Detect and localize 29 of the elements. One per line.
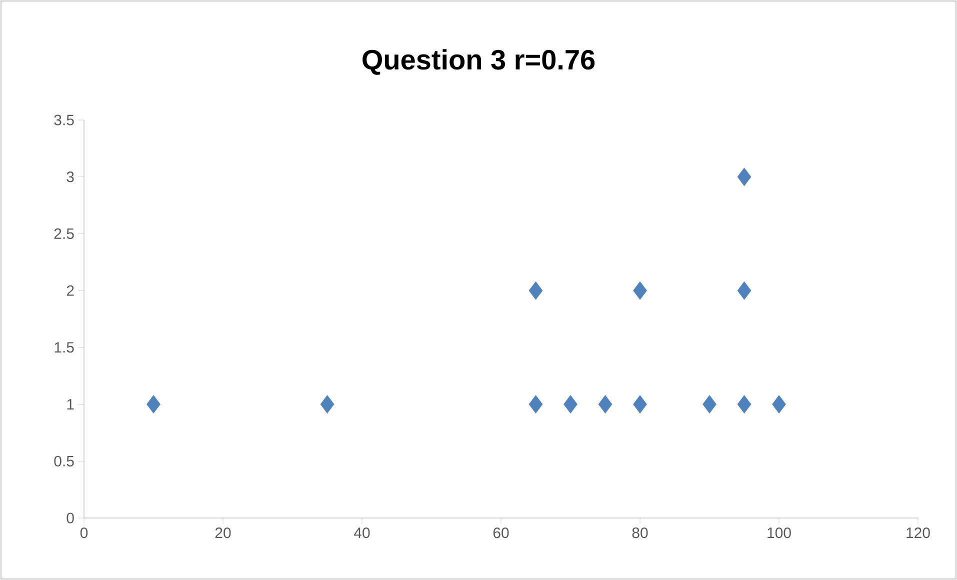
point [737, 395, 752, 414]
point [737, 281, 752, 300]
y-tick-label: 3 [66, 172, 74, 182]
y-tick-label: 2 [66, 285, 74, 296]
x-tick-label: 60 [493, 528, 509, 538]
point [702, 395, 716, 414]
y-tick-label: 2.5 [54, 228, 74, 240]
y-tick-label: 3.5 [54, 114, 74, 126]
point [528, 281, 543, 300]
point [772, 395, 786, 414]
y-tick-label: 1 [67, 399, 74, 410]
x-tick-label: 80 [632, 528, 648, 538]
point [528, 395, 543, 414]
point [146, 395, 160, 414]
point [737, 168, 752, 186]
chart-title: Question 3 r=0.76 [362, 49, 595, 75]
point [564, 395, 578, 414]
x-tick-label: 120 [906, 528, 930, 538]
x-tick-label: 100 [768, 528, 791, 538]
y-tick-label: 0.5 [54, 456, 74, 466]
point [320, 395, 334, 414]
x-tick-label: 0 [80, 528, 88, 538]
x-tick-label: 40 [354, 528, 370, 538]
x-tick-label: 20 [215, 528, 231, 538]
y-tick-label: 0 [66, 512, 74, 524]
point [598, 395, 612, 414]
point [633, 281, 647, 300]
point [633, 395, 647, 414]
y-tick-label: 1.5 [54, 342, 74, 353]
